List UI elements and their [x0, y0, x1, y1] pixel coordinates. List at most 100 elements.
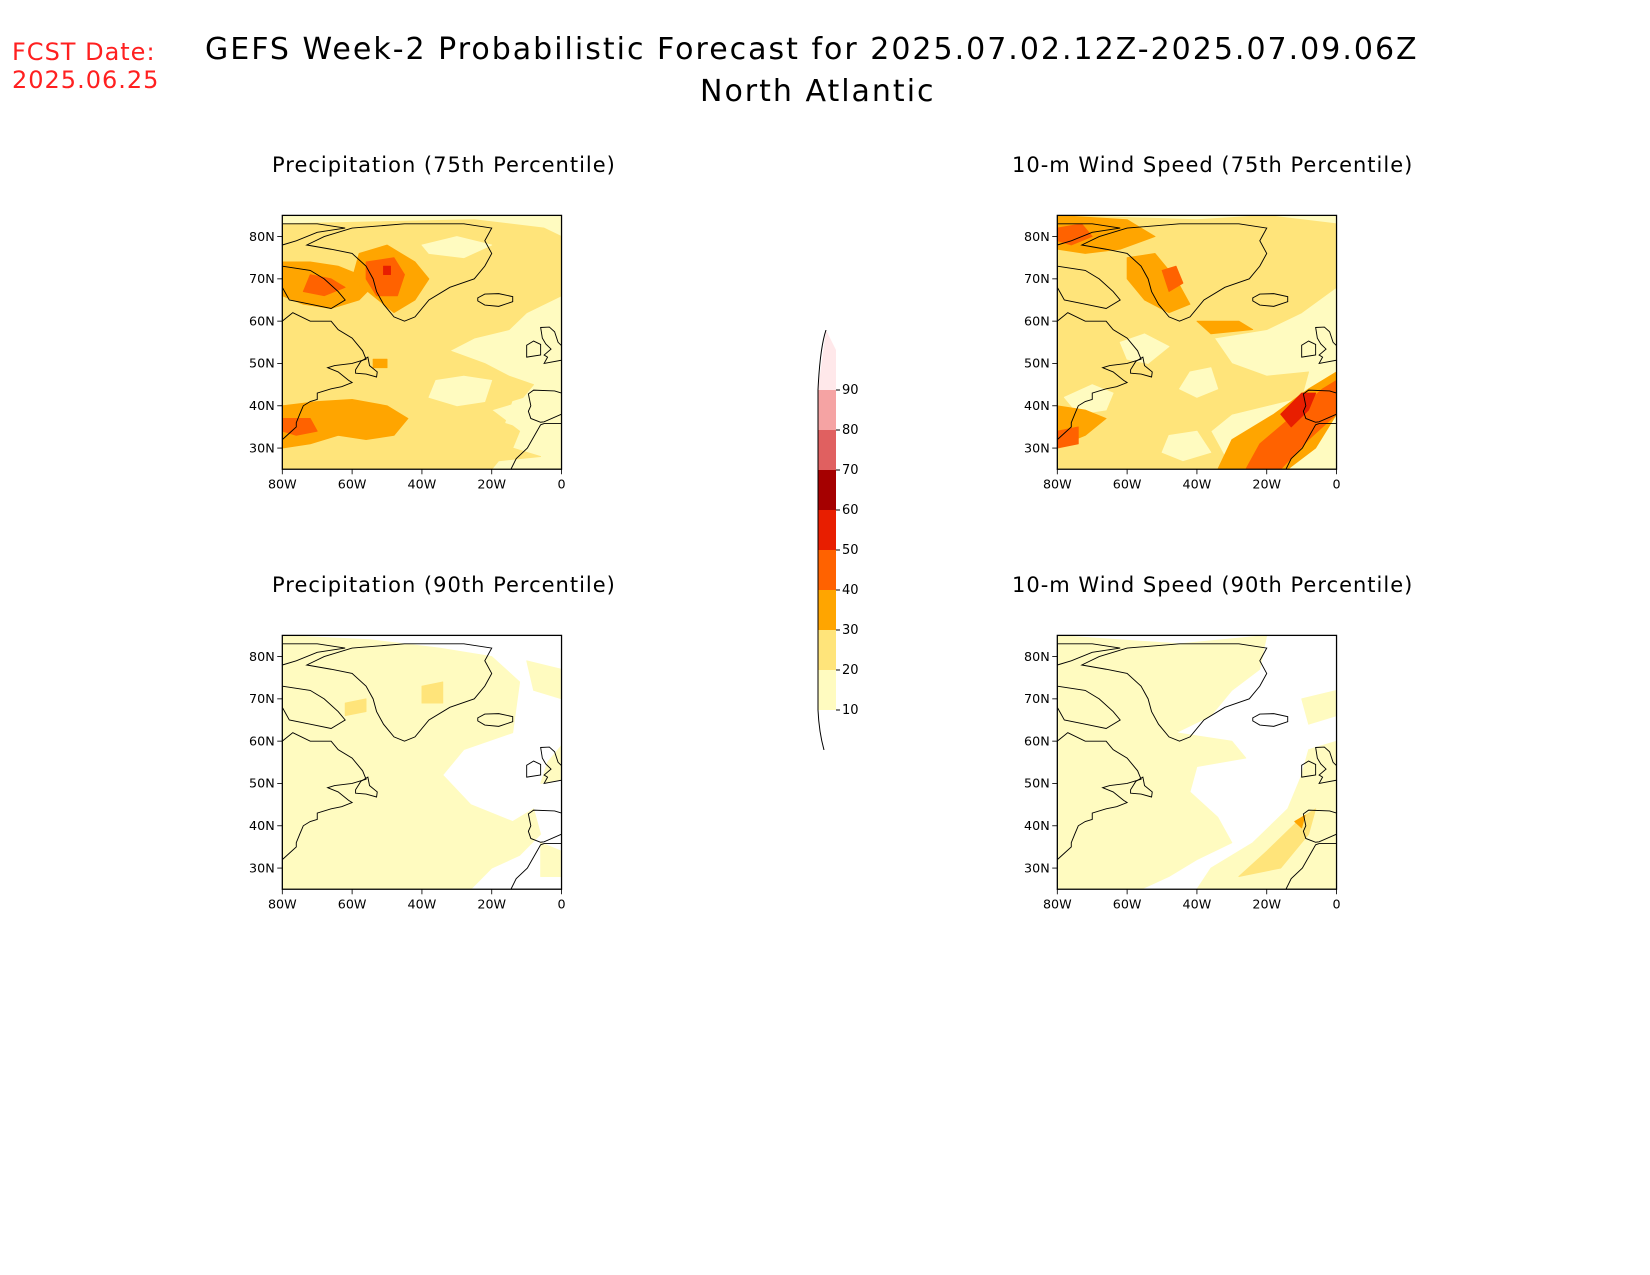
- panel-title-wind-90: 10-m Wind Speed (90th Percentile): [1012, 573, 1414, 597]
- colorbar-swatch: [818, 430, 836, 470]
- lat-tick-label: 50N: [1024, 776, 1050, 791]
- map-wind-75: 80N 70N 60N 50N 40N 30N 80W 60W 40W 20W 0: [1015, 190, 1345, 520]
- map-canvas: 80N 70N 60N 50N 40N 30N 80W 60W 40W 20W 0: [249, 634, 566, 912]
- colorbar: 10 20 30 40 50 60 70 80 90: [800, 329, 860, 754]
- contour-fill: [1294, 814, 1306, 829]
- coastline: [282, 223, 562, 470]
- contour-fill: [1301, 689, 1337, 725]
- lon-tick-label: 60W: [338, 897, 367, 912]
- lon-tick-label: 80W: [268, 477, 297, 492]
- forecast-date: FCST Date: 2025.06.25: [12, 38, 159, 94]
- map-precip-90: 80N 70N 60N 50N 40N 30N 80W 60W 40W 20W 0: [240, 610, 570, 940]
- lat-tick-label: 80N: [1024, 229, 1050, 244]
- colorbar-label: 60: [842, 503, 859, 518]
- coastline: [1057, 643, 1337, 890]
- contour-fill: [421, 236, 493, 259]
- lat-tick-label: 30N: [249, 440, 275, 455]
- lon-tick-label: 0: [1332, 897, 1340, 912]
- contour-fill: [1057, 223, 1093, 246]
- colorbar-swatch: [818, 390, 836, 430]
- colorbar-label: 20: [842, 663, 859, 678]
- lon-tick-label: 40W: [408, 477, 437, 492]
- lat-tick-label: 40N: [1024, 818, 1050, 833]
- map-canvas: 80N 70N 60N 50N 40N 30N 80W 60W 40W 20W 0: [249, 214, 566, 492]
- contour-fill: [428, 375, 493, 407]
- contour-fill: [282, 399, 409, 449]
- lat-tick-label: 60N: [249, 313, 275, 328]
- contour-fill: [1196, 320, 1254, 335]
- colorbar-label: 40: [842, 583, 859, 598]
- colorbar-label: 10: [842, 703, 859, 718]
- lon-tick-label: 0: [557, 897, 565, 912]
- colorbar-label: 30: [842, 623, 859, 638]
- lat-tick-label: 60N: [1024, 733, 1050, 748]
- map-precip-75: 80N 70N 60N 50N 40N 30N 80W 60W 40W 20W 0: [240, 190, 570, 520]
- contour-fill: [1161, 265, 1184, 292]
- panel-title-wind-75: 10-m Wind Speed (75th Percentile): [1012, 153, 1414, 177]
- lon-tick-label: 0: [557, 477, 565, 492]
- lon-tick-label: 40W: [1183, 477, 1212, 492]
- lat-tick-label: 30N: [1024, 860, 1050, 875]
- lat-tick-label: 70N: [249, 691, 275, 706]
- contour-fill: [1238, 808, 1317, 877]
- lon-tick-label: 20W: [477, 897, 506, 912]
- forecast-date-value: 2025.06.25: [12, 66, 160, 94]
- contour-fill: [1057, 426, 1079, 449]
- colorbar-label: 50: [842, 543, 859, 558]
- contour-fill: [365, 257, 405, 297]
- colorbar-swatch: [818, 670, 836, 710]
- contour-fill: [421, 681, 444, 704]
- contour-fill: [1126, 253, 1191, 314]
- colorbar-swatch: [818, 550, 836, 590]
- colorbar-swatch: [818, 330, 836, 390]
- title-line-1: GEFS Week-2 Probabilistic Forecast for 2…: [205, 32, 1419, 67]
- colorbar-swatch: [818, 510, 836, 550]
- lat-tick-label: 50N: [249, 776, 275, 791]
- contour-fill: [344, 698, 367, 717]
- contour-fill: [302, 274, 346, 297]
- lat-tick-label: 40N: [1024, 398, 1050, 413]
- lon-tick-label: 40W: [1183, 897, 1212, 912]
- colorbar-label: 80: [842, 423, 859, 438]
- lon-tick-label: 20W: [1252, 897, 1281, 912]
- colorbar-swatch: [818, 590, 836, 630]
- lon-tick-label: 40W: [408, 897, 437, 912]
- lat-tick-label: 30N: [249, 860, 275, 875]
- contour-fill: [505, 396, 535, 428]
- lat-tick-label: 70N: [249, 271, 275, 286]
- lon-tick-label: 80W: [268, 897, 297, 912]
- lat-tick-label: 80N: [249, 649, 275, 664]
- contour-fill: [1280, 392, 1317, 428]
- lat-tick-label: 60N: [1024, 313, 1050, 328]
- map-wind-90: 80N 70N 60N 50N 40N 30N 80W 60W 40W 20W 0: [1015, 610, 1345, 940]
- forecast-date-label: FCST Date:: [12, 38, 156, 66]
- colorbar-swatch: [818, 470, 836, 510]
- lon-tick-label: 80W: [1043, 477, 1072, 492]
- contour-fill: [1161, 430, 1212, 462]
- contour-fill: [383, 265, 391, 276]
- coastline: [1057, 223, 1337, 470]
- map-canvas: 80N 70N 60N 50N 40N 30N 80W 60W 40W 20W 0: [1024, 214, 1341, 492]
- contour-fill: [372, 358, 388, 369]
- contour-fill: [540, 842, 562, 877]
- lat-tick-label: 70N: [1024, 271, 1050, 286]
- lat-tick-label: 70N: [1024, 691, 1050, 706]
- map-canvas: 80N 70N 60N 50N 40N 30N 80W 60W 40W 20W 0: [1024, 634, 1341, 912]
- colorbar-label: 70: [842, 463, 859, 478]
- lon-tick-label: 60W: [338, 477, 367, 492]
- contour-fill: [1119, 333, 1170, 364]
- panel-title-precip-75: Precipitation (75th Percentile): [272, 153, 616, 177]
- coastline: [282, 643, 562, 890]
- lat-tick-label: 60N: [249, 733, 275, 748]
- contour-fill: [282, 635, 542, 890]
- lat-tick-label: 30N: [1024, 440, 1050, 455]
- panel-title-precip-90: Precipitation (90th Percentile): [272, 573, 616, 597]
- contour-fill: [1196, 740, 1337, 890]
- lat-tick-label: 40N: [249, 398, 275, 413]
- colorbar-swatch: [818, 630, 836, 670]
- lon-tick-label: 20W: [1252, 477, 1281, 492]
- contour-fill: [1179, 367, 1219, 398]
- colorbar-label: 90: [842, 383, 859, 398]
- lon-tick-label: 80W: [1043, 897, 1072, 912]
- lon-tick-label: 0: [1332, 477, 1340, 492]
